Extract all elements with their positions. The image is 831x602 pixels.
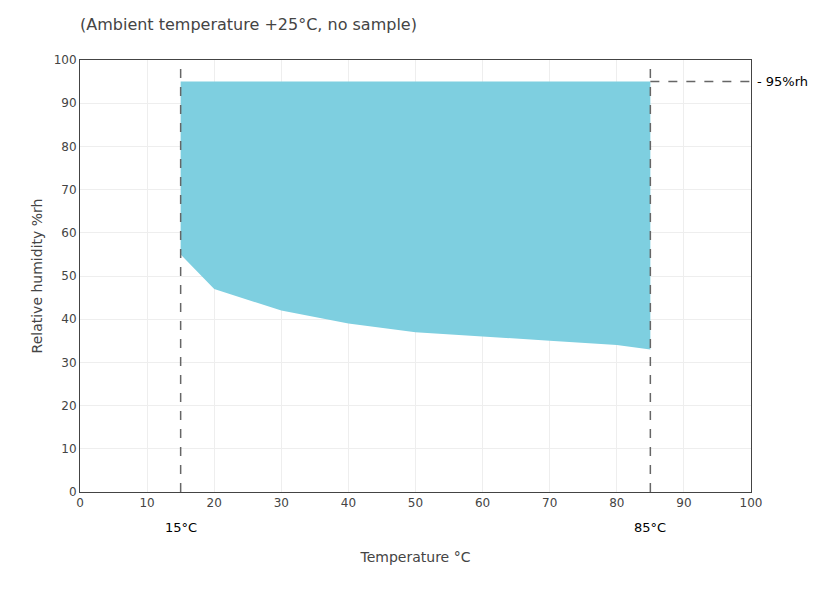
svg-text:30: 30 [61,356,76,370]
svg-text:80: 80 [61,140,76,154]
svg-text:15°C: 15°C [165,520,197,535]
svg-text:70: 70 [542,496,557,510]
svg-text:40: 40 [61,312,76,326]
svg-text:50: 50 [61,269,76,283]
svg-text:100: 100 [740,496,763,510]
svg-text:40: 40 [341,496,356,510]
svg-text:60: 60 [61,226,76,240]
svg-text:60: 60 [475,496,490,510]
svg-text:(Ambient temperature +25°C, no: (Ambient temperature +25°C, no sample) [80,15,417,34]
svg-text:50: 50 [408,496,423,510]
svg-text:70: 70 [61,183,76,197]
svg-text:0: 0 [76,496,84,510]
svg-text:Relative humidity %rh: Relative humidity %rh [29,199,45,354]
svg-text:80: 80 [609,496,624,510]
svg-text:100: 100 [54,53,77,67]
svg-text:20: 20 [61,399,76,413]
svg-text:20: 20 [207,496,222,510]
svg-text:10: 10 [61,442,76,456]
svg-text:Temperature °C: Temperature °C [360,549,471,565]
svg-text:- 95%rh: - 95%rh [757,74,808,89]
svg-text:10: 10 [139,496,154,510]
svg-text:85°C: 85°C [634,520,666,535]
svg-text:0: 0 [69,485,77,499]
svg-text:90: 90 [61,96,76,110]
svg-text:90: 90 [676,496,691,510]
svg-text:30: 30 [274,496,289,510]
